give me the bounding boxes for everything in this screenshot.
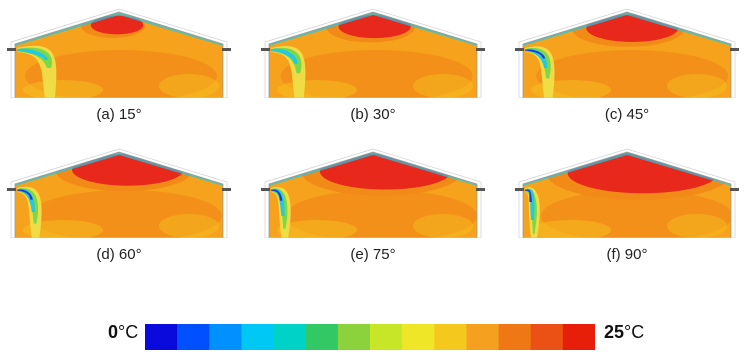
hot-zone-core [586,14,679,42]
left-vent [515,48,524,51]
left-vent [261,188,270,191]
right-vent [730,188,739,191]
panel-b-caption: (b) 30° [350,106,396,123]
jet-green [271,47,302,74]
contour-field [15,152,223,238]
greenhouse-outline [522,151,732,238]
greenhouse-outline [522,11,732,98]
jet-cyan [17,48,49,60]
mild-zone [413,74,473,98]
jet-green [17,47,53,68]
jet-cold [525,49,546,59]
colorbar-segment [241,324,275,350]
jet-green [17,188,39,224]
outer-frame [10,8,228,98]
panel-a: (a) 15° [3,6,235,123]
panel-d: (d) 60° [3,146,235,263]
panel-d-contour [7,148,231,238]
contour-field [269,152,477,238]
panel-f: (f) 90° [511,146,743,263]
jet-cold [525,189,532,202]
colorbar-segment [273,324,307,350]
jet-cyan [271,48,298,64]
mild-zone [413,214,473,238]
outer-frame [264,148,482,238]
contour-field [269,12,477,98]
outer-frame [10,148,228,238]
right-vent [730,48,739,51]
colorbar-min-label: 0°C [108,322,138,343]
jet-cold [271,189,283,201]
panel-a-caption: (a) 15° [96,106,142,123]
colorbar-max-unit: °C [624,322,645,342]
mild-zone [667,74,727,98]
colorbar-segment [209,324,243,350]
panel-f-caption: (f) 90° [606,246,648,263]
panel-e-contour [261,148,485,238]
outer-frame [518,8,736,98]
mild-zone [159,74,219,98]
contour-field [523,152,731,238]
greenhouse-outline [268,11,478,98]
panel-b: (b) 30° [257,6,489,123]
mild-zone [531,220,611,238]
hot-zone-core [72,153,184,186]
jet-cold [17,189,33,200]
colorbar-segment [145,324,178,350]
jet-green [525,48,551,79]
panel-c-contour [515,8,739,98]
outer-frame [518,148,736,238]
right-vent [476,188,485,191]
left-vent [7,188,16,191]
mild-zone [23,220,103,238]
contour-field [15,12,223,98]
panel-a-contour [7,8,231,98]
right-vent [222,48,231,51]
contour-field [523,12,731,98]
colorbar-segment [530,324,564,350]
left-vent [261,48,270,51]
panel-c-caption: (c) 45° [604,106,650,123]
outer-frame [264,8,482,98]
panel-d-caption: (d) 60° [96,246,142,263]
colorbar-segment [562,324,595,350]
mild-zone [277,220,357,238]
colorbar-segment [402,324,435,350]
colorbar-min-unit: °C [118,322,139,342]
left-vent [7,48,16,51]
mild-zone [667,214,727,238]
panel-b-contour [261,8,485,98]
colorbar-segment [498,324,532,350]
jet-cyan [525,188,535,220]
mild-zone [23,80,103,98]
colorbar-segment [337,324,371,350]
colorbar-max-label: 25°C [604,322,644,343]
panel-e: (e) 75° [257,146,489,263]
mild-zone [159,214,219,238]
panel-c: (c) 45° [511,6,743,123]
panel-e-caption: (e) 75° [350,246,396,263]
colorbar-segment [305,324,339,350]
hot-zone-core [338,15,411,39]
hot-zone-core [90,15,144,35]
colorbar-max-value: 25 [604,322,625,342]
right-vent [222,188,231,191]
greenhouse-outline [14,11,224,98]
colorbar-segment [434,324,468,350]
left-vent [515,188,524,191]
colorbar-segment [466,324,500,350]
panel-f-contour [515,148,739,238]
greenhouse-outline [268,151,478,238]
temperature-colorbar [145,324,595,350]
right-vent [476,48,485,51]
colorbar-segment [177,324,210,350]
colorbar-min-value: 0 [108,322,119,342]
colorbar-segment [370,324,403,350]
greenhouse-outline [14,151,224,238]
